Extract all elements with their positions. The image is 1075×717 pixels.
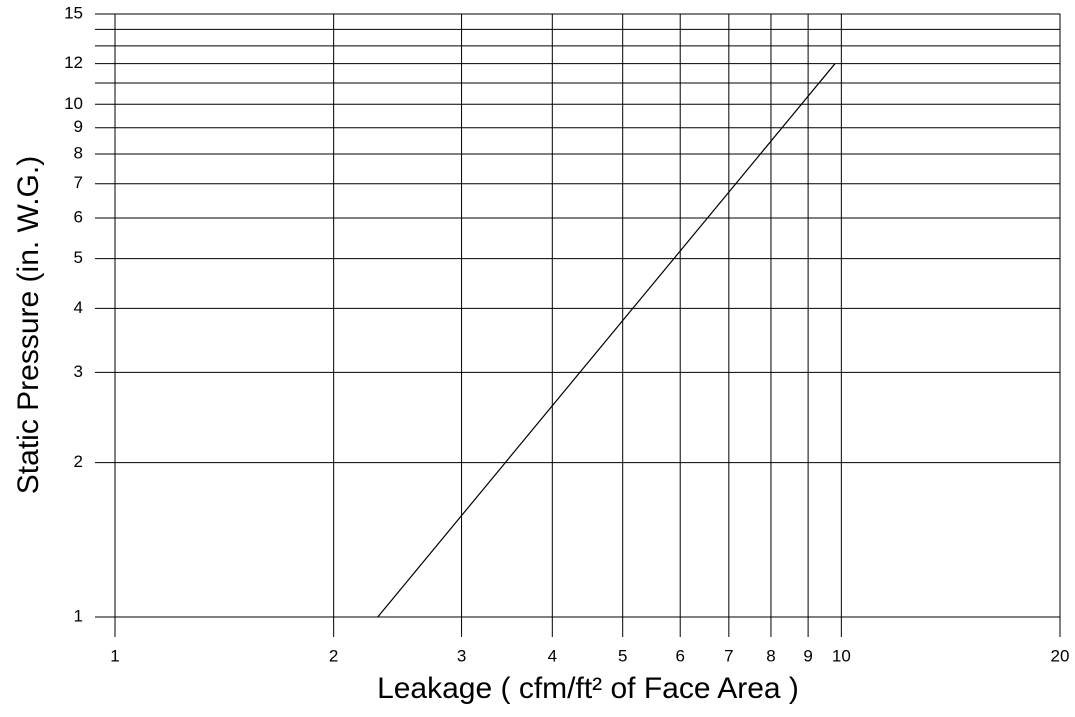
data-line [377,63,836,618]
x-tick-label: 5 [618,646,627,665]
x-tick-label: 10 [832,646,851,665]
y-tick-label: 6 [74,208,83,227]
y-tick-label: 3 [74,362,83,381]
y-tick-label: 10 [64,94,83,113]
y-tick-label: 2 [74,452,83,471]
x-tick-label: 6 [675,646,684,665]
x-tick-label: 2 [329,646,338,665]
y-tick-label: 4 [74,298,83,317]
x-tick-label: 3 [457,646,466,665]
y-tick-label: 5 [74,248,83,267]
y-axis-title: Static Pressure (in. W.G.) [12,156,45,494]
y-tick-label: 8 [74,143,83,162]
y-tick-label: 7 [74,173,83,192]
x-tick-label: 8 [766,646,775,665]
x-axis-title: Leakage ( cfm/ft² of Face Area ) [377,672,799,705]
x-tick-label: 20 [1051,646,1070,665]
x-tick-label: 7 [724,646,733,665]
y-tick-label: 15 [64,3,83,22]
x-tick-label: 4 [548,646,557,665]
x-tick-label: 1 [110,646,119,665]
x-tick-label: 9 [803,646,812,665]
y-tick-label: 9 [74,117,83,136]
y-tick-label: 12 [64,53,83,72]
y-tick-label: 1 [74,606,83,625]
